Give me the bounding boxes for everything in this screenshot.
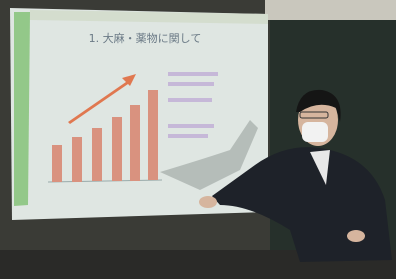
photo: 1. 大麻・薬物に関して — [0, 0, 396, 279]
slide-title: 1. 大麻・薬物に関して — [89, 31, 202, 45]
wall — [265, 0, 396, 20]
slide-accent — [14, 12, 30, 206]
